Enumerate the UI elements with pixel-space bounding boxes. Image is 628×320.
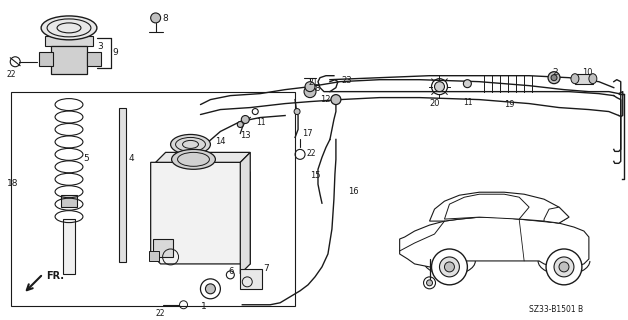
Text: 6: 6	[229, 267, 234, 276]
Circle shape	[305, 82, 315, 92]
Text: 22: 22	[306, 149, 315, 158]
Bar	[61, 195, 77, 207]
Text: 16: 16	[348, 187, 359, 196]
Ellipse shape	[571, 74, 579, 84]
Bar	[51, 46, 87, 74]
Text: 2: 2	[552, 68, 558, 77]
Text: 11: 11	[463, 98, 473, 107]
Circle shape	[304, 86, 316, 98]
Polygon shape	[151, 162, 251, 264]
Ellipse shape	[41, 16, 97, 40]
Circle shape	[435, 82, 445, 92]
Text: 13: 13	[241, 132, 251, 140]
Bar	[575, 74, 593, 84]
Circle shape	[551, 75, 557, 81]
Text: 10: 10	[582, 68, 592, 77]
Text: 18: 18	[8, 179, 19, 188]
Text: SZ33-B1501 B: SZ33-B1501 B	[529, 305, 583, 314]
Polygon shape	[399, 217, 589, 267]
Text: FR.: FR.	[46, 271, 64, 281]
Bar	[11, 92, 295, 306]
Ellipse shape	[589, 74, 597, 84]
Text: 1: 1	[200, 302, 207, 311]
Circle shape	[559, 262, 569, 272]
Text: 21: 21	[308, 78, 318, 87]
Circle shape	[548, 72, 560, 84]
Bar	[119, 108, 126, 262]
Text: 22: 22	[156, 309, 165, 318]
Circle shape	[205, 284, 215, 294]
Bar	[241, 269, 263, 289]
Text: 8: 8	[314, 84, 320, 93]
Text: 14: 14	[215, 137, 226, 147]
Text: 23: 23	[342, 76, 352, 85]
Circle shape	[440, 257, 460, 277]
Bar	[63, 219, 75, 274]
Text: 20: 20	[430, 99, 440, 108]
Circle shape	[445, 262, 455, 272]
Bar	[39, 52, 53, 66]
Text: 19: 19	[504, 100, 515, 108]
Circle shape	[151, 13, 161, 23]
Bar	[153, 239, 173, 257]
Bar	[45, 36, 93, 46]
Polygon shape	[156, 152, 251, 162]
Text: 12: 12	[320, 95, 330, 104]
Circle shape	[554, 257, 574, 277]
Text: 17: 17	[302, 130, 313, 139]
Ellipse shape	[171, 149, 215, 169]
Circle shape	[237, 122, 243, 127]
Text: 3: 3	[97, 42, 102, 51]
Text: 9: 9	[113, 48, 119, 57]
Text: 4: 4	[129, 154, 134, 164]
Text: 7: 7	[263, 264, 269, 273]
Text: 8: 8	[163, 14, 168, 23]
Text: 11: 11	[256, 117, 266, 126]
Polygon shape	[430, 192, 569, 223]
Circle shape	[426, 280, 433, 286]
Circle shape	[241, 116, 249, 124]
Circle shape	[463, 80, 472, 88]
Circle shape	[294, 108, 300, 115]
Circle shape	[546, 249, 582, 285]
Circle shape	[331, 95, 341, 105]
Polygon shape	[241, 152, 251, 274]
Circle shape	[431, 249, 467, 285]
Polygon shape	[445, 194, 529, 219]
Bar	[149, 251, 159, 261]
Polygon shape	[544, 207, 569, 223]
Bar	[87, 52, 101, 66]
Ellipse shape	[171, 134, 210, 154]
Text: 5: 5	[83, 154, 89, 164]
Text: 22: 22	[6, 70, 16, 79]
Text: 15: 15	[310, 171, 320, 180]
